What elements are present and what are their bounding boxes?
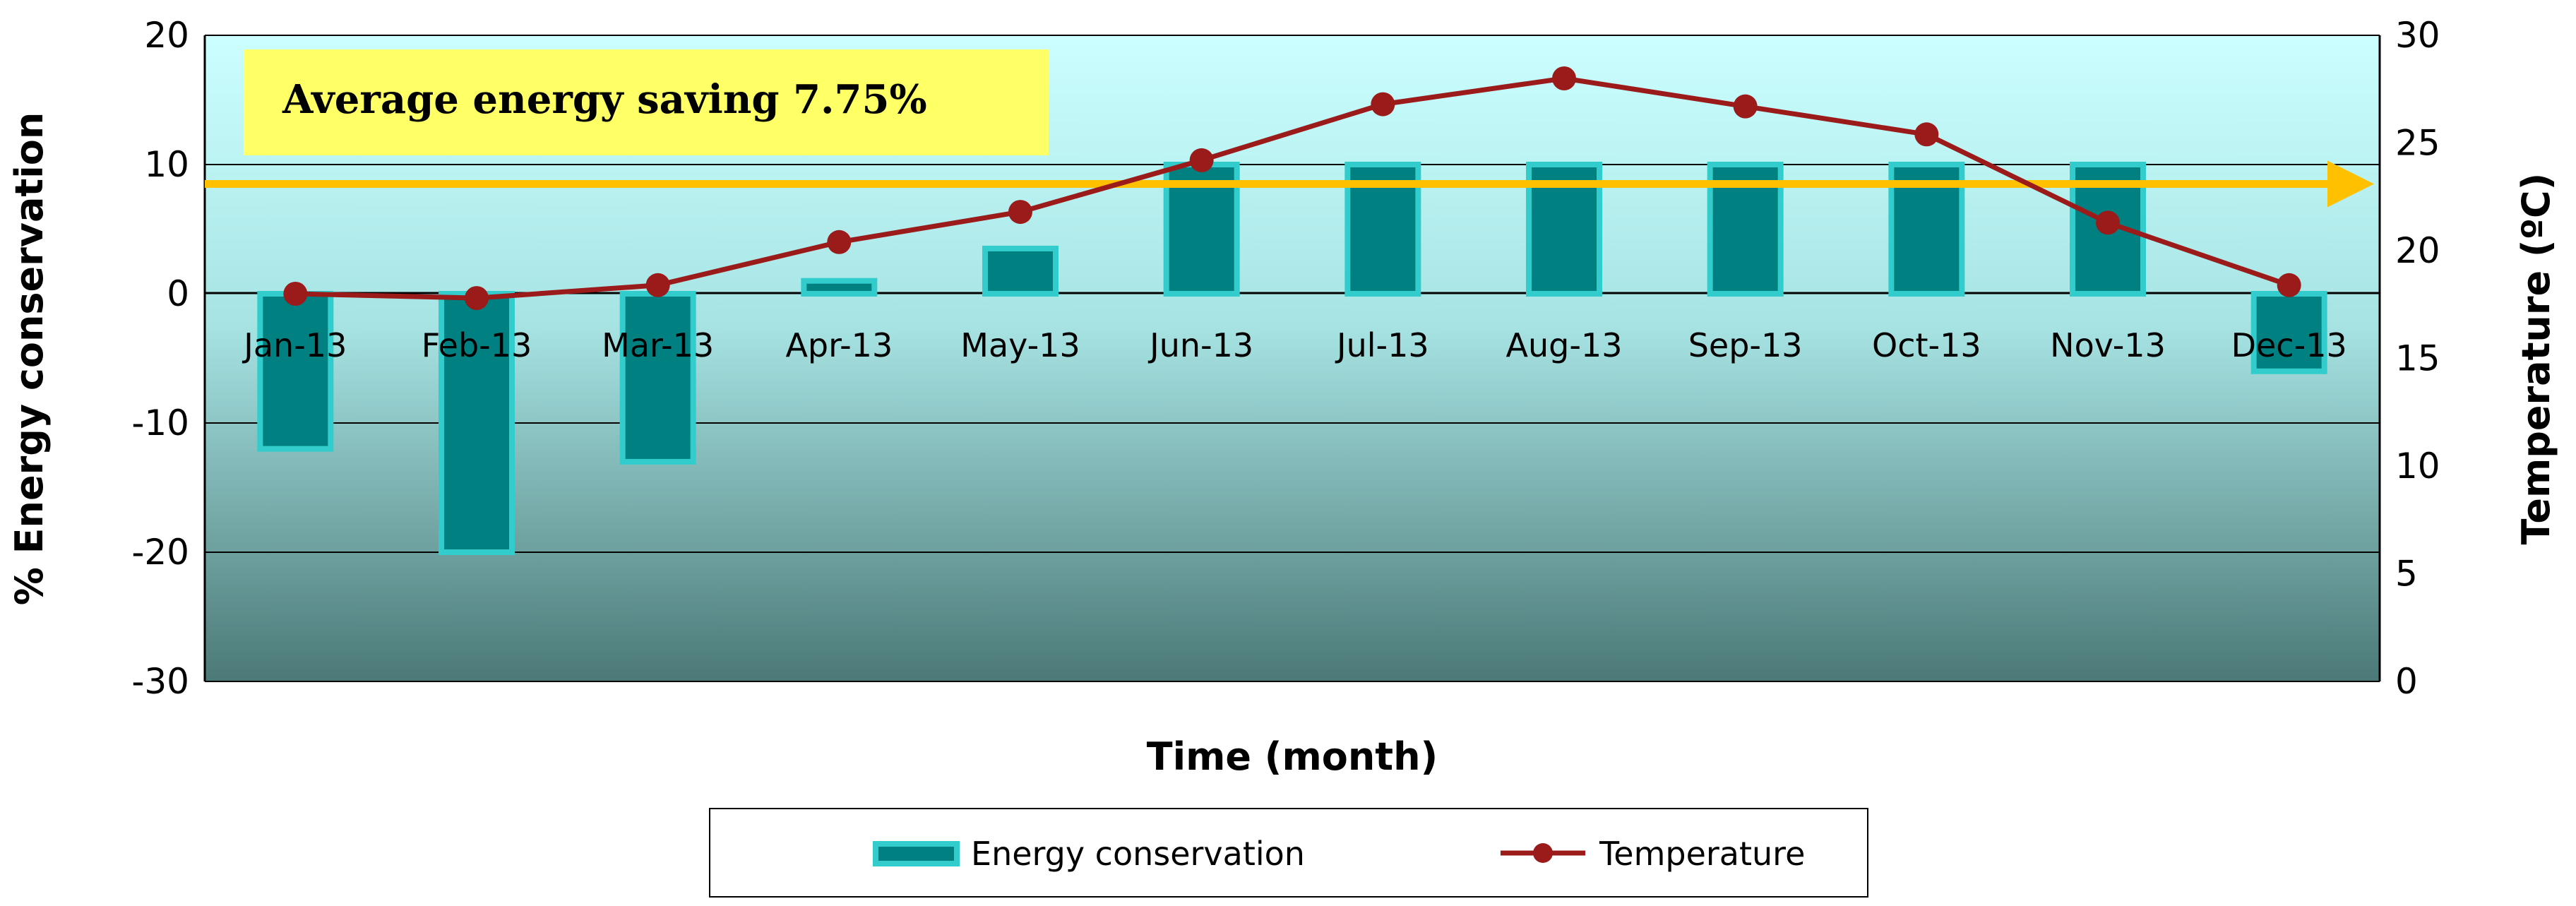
temperature-line <box>283 66 2301 311</box>
y-tick-label: -20 <box>131 532 189 573</box>
temperature-point <box>827 230 852 254</box>
y2-axis-title: Temperature (ºC) <box>2514 173 2558 545</box>
x-tick-label: Jul-13 <box>1335 326 1429 364</box>
legend-swatch-energy <box>873 841 960 866</box>
temperature-point <box>645 273 670 297</box>
temperature-point <box>1914 122 1939 147</box>
x-tick-label: Nov-13 <box>2050 326 2166 364</box>
y-tick-label: 0 <box>167 273 189 314</box>
temperature-point <box>283 282 308 306</box>
temperature-point <box>1371 92 1395 117</box>
x-tick-label: Jun-13 <box>1147 326 1253 364</box>
x-tick-label: Oct-13 <box>1872 326 1981 364</box>
y-tick-label: 10 <box>144 144 189 185</box>
y-ticks-right: 30 25 20 15 10 5 0 <box>2395 15 2440 702</box>
x-tick-label: Mar-13 <box>602 326 714 364</box>
bar <box>801 278 878 297</box>
legend-label-temperature: Temperature <box>1599 835 1805 873</box>
temperature-series-line <box>295 76 2290 301</box>
y2-tick-label: 20 <box>2395 230 2440 271</box>
annotation-text: Average energy saving 7.75% <box>282 76 927 123</box>
y2-tick-label: 30 <box>2395 15 2440 56</box>
legend-label-energy: Energy conservation <box>971 835 1305 873</box>
temperature-point <box>2277 273 2301 297</box>
annotation-box <box>244 49 1049 155</box>
x-axis-title: Time (month) <box>1147 734 1438 779</box>
bar <box>619 291 696 465</box>
temperature-point <box>1189 148 1214 172</box>
y2-tick-label: 5 <box>2395 554 2418 595</box>
gridlines <box>205 35 2380 682</box>
y2-tick-label: 15 <box>2395 338 2440 379</box>
temperature-point <box>2096 210 2120 235</box>
y2-tick-label: 25 <box>2395 123 2440 164</box>
bar <box>257 291 334 452</box>
x-tick-label: Feb-13 <box>422 326 532 364</box>
temperature-point <box>465 286 489 311</box>
x-tick-label: Sep-13 <box>1688 326 1803 364</box>
x-tick-label: Dec-13 <box>2231 326 2347 364</box>
y2-tick-label: 0 <box>2395 661 2418 702</box>
y-ticks-left: 20 10 0 -10 -20 -30 <box>131 15 189 702</box>
y-tick-label: -30 <box>131 661 189 702</box>
bar <box>439 291 515 555</box>
x-tick-label: May-13 <box>960 326 1080 364</box>
y-tick-label: 20 <box>144 15 189 56</box>
x-tick-label: Jan-13 <box>242 326 347 364</box>
y-tick-label: -10 <box>131 403 189 443</box>
bar <box>982 245 1059 297</box>
x-ticks: Jan-13 Feb-13 Mar-13 Apr-13 May-13 Jun-13 Jul-… <box>242 326 2347 364</box>
y2-tick-label: 10 <box>2395 446 2440 487</box>
temperature-point <box>1008 200 1032 225</box>
legend-swatch-temperature-marker <box>1533 843 1553 863</box>
temperature-point <box>1733 94 1758 119</box>
temperature-point <box>1552 66 1576 90</box>
y-axis-title: % Energy conservation <box>7 112 52 606</box>
x-tick-label: Apr-13 <box>785 326 893 364</box>
x-tick-label: Aug-13 <box>1506 326 1623 364</box>
